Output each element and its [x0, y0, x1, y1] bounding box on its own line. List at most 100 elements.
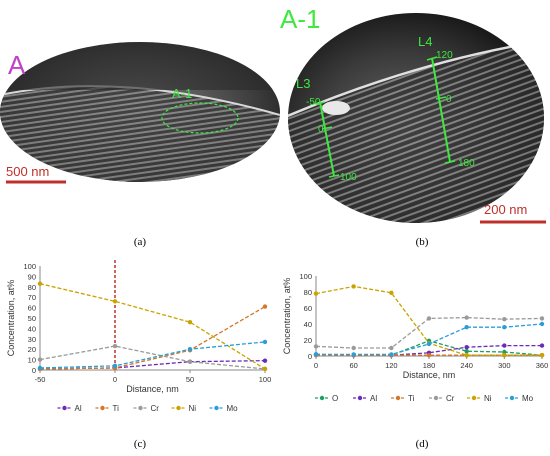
line-l4	[431, 57, 451, 163]
data-point-mo	[389, 352, 394, 357]
line-l3-tick-end	[328, 174, 340, 178]
legend-label: Mo	[227, 404, 239, 413]
y-tick-label: 80	[304, 288, 312, 297]
legend-label: Cr	[151, 404, 160, 413]
data-point-cr	[112, 343, 118, 349]
x-tick-label: 0	[314, 361, 318, 370]
line-l3-tick-start	[314, 101, 326, 105]
data-point-cr	[37, 357, 43, 362]
line-l3-tick-label-end: 100	[340, 172, 357, 183]
data-point-mo	[262, 339, 268, 345]
panel-a-letter: A	[8, 50, 26, 80]
y-tick-label: 20	[28, 345, 36, 354]
data-point-mo	[351, 352, 356, 357]
line-l3-name: L3	[296, 76, 310, 91]
data-point-ti	[426, 353, 432, 358]
data-point-o	[464, 349, 469, 354]
y-tick-label: 20	[304, 336, 312, 345]
legend-marker	[433, 395, 439, 401]
micrograph-a-svg: A-1 A 500 nm	[0, 42, 280, 184]
scale-bar-a-label: 500 nm	[6, 164, 49, 179]
x-axis-label: Distance, nm	[126, 384, 179, 394]
region-a1-outline	[161, 102, 239, 134]
x-tick-label: 50	[186, 375, 194, 384]
legend-marker	[138, 405, 143, 411]
chart-c: 0 10 20 30 40 50 60 70 80 90 100 -50 0 50 100 Concentra…	[0, 258, 275, 430]
series-line-al	[39, 359, 266, 370]
y-tick-label: 60	[304, 304, 312, 313]
region-a1-label: A-1	[172, 86, 192, 101]
data-point-cr	[313, 344, 319, 349]
line-l4-tick-label-zero: 0	[446, 94, 452, 105]
data-point-ni	[37, 281, 43, 286]
legend-marker	[214, 405, 219, 411]
data-point-mo	[539, 321, 545, 327]
caption-d: (d)	[415, 438, 429, 450]
scale-bar-b-label: 200 nm	[484, 202, 527, 217]
line-l3-tick-label-start: -50	[306, 97, 321, 108]
y-tick-label: 60	[28, 304, 36, 313]
data-point-mo	[426, 341, 432, 347]
line-l4-tick-start	[426, 56, 438, 61]
legend-marker	[471, 395, 477, 401]
data-point-cr	[351, 345, 356, 351]
x-tick-label: 120	[385, 361, 398, 370]
line-l4-name: L4	[418, 34, 432, 49]
data-point-cr	[426, 316, 432, 321]
caption-a: (a)	[133, 236, 147, 248]
series-line-cr	[39, 345, 266, 370]
data-point-ni	[502, 353, 507, 358]
y-tick-label: 100	[23, 262, 36, 271]
line-l3-tick-zero	[321, 126, 333, 130]
line-l3	[319, 101, 335, 177]
x-tick-label: 180	[423, 361, 436, 370]
legend-marker	[509, 395, 515, 401]
x-tick-label: -50	[35, 375, 46, 384]
data-point-mo	[187, 347, 193, 352]
legend-label: Ni	[189, 404, 197, 413]
legend-label: O	[332, 394, 338, 403]
y-tick-label: 50	[28, 314, 36, 323]
series-line-ti	[39, 305, 266, 370]
legend-label: Ni	[484, 394, 492, 403]
data-point-cr	[389, 345, 394, 351]
coating-region	[0, 42, 280, 90]
data-point-al	[464, 345, 469, 350]
x-tick-label: 360	[536, 361, 549, 370]
x-tick-label: 100	[259, 375, 272, 384]
legend-marker	[357, 395, 363, 401]
data-point-ni	[389, 290, 394, 295]
micrograph-b-svg: A-1 L3 -50 0 100 L4 120 0 180 200 nm	[280, 4, 546, 224]
x-axis-label: Distance, nm	[403, 370, 456, 380]
data-point-cr	[502, 317, 507, 322]
y-tick-label: 90	[28, 272, 36, 281]
bright-particle	[322, 101, 350, 115]
data-point-mo	[313, 352, 319, 357]
y-tick-label: 40	[304, 320, 312, 329]
legend-marker	[62, 405, 67, 411]
legend-marker	[100, 405, 105, 411]
data-point-al	[262, 358, 268, 363]
legend-label: Cr	[446, 394, 455, 403]
data-point-o	[502, 349, 507, 355]
y-tick-label: 40	[28, 324, 36, 333]
y-tick-label: 0	[308, 352, 312, 361]
data-point-cr	[539, 316, 545, 321]
data-point-ni	[262, 366, 268, 372]
caption-c: (c)	[133, 438, 147, 450]
data-point-mo	[112, 363, 118, 369]
y-tick-label: 100	[299, 272, 312, 281]
x-tick-label: 240	[460, 361, 473, 370]
line-l3-tick-label-zero: 0	[318, 124, 324, 135]
caption-b: (b)	[415, 236, 429, 248]
data-point-mo	[502, 325, 507, 330]
y-tick-label: 70	[28, 293, 36, 302]
line-l4-tick-label-end: 180	[458, 158, 475, 169]
y-tick-label: 30	[28, 335, 36, 344]
micrograph-b: A-1 L3 -50 0 100 L4 120 0 180 200 nm	[278, 0, 550, 232]
legend-label: Al	[75, 404, 82, 413]
data-point-ni	[313, 291, 319, 296]
data-point-ni	[187, 319, 193, 325]
data-point-ti	[262, 304, 268, 309]
